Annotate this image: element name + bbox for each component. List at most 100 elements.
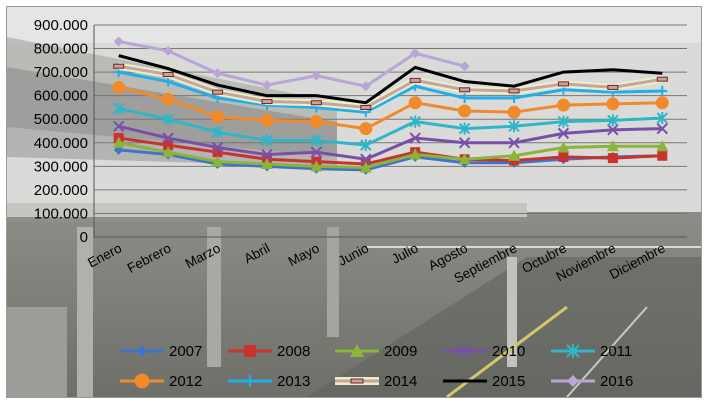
data-point	[261, 80, 272, 91]
data-point	[508, 120, 520, 133]
series-line	[118, 40, 466, 88]
legend-label: 2010	[492, 343, 525, 360]
legend-label: 2015	[492, 373, 525, 390]
data-point	[350, 344, 364, 357]
data-point	[211, 155, 224, 167]
data-point	[136, 345, 148, 357]
data-point	[507, 105, 521, 119]
y-tick-label: 200.000	[34, 182, 88, 199]
legend-item-2013: 2013	[228, 373, 310, 390]
series-2009	[112, 136, 669, 173]
data-point	[606, 140, 619, 152]
series-2015	[118, 54, 663, 105]
y-tick-label: 600.000	[34, 88, 88, 105]
series-2016	[113, 36, 470, 92]
data-point	[607, 124, 619, 136]
background-photo	[7, 7, 701, 397]
legend-item-2009: 2009	[335, 343, 417, 360]
data-point	[656, 112, 668, 125]
data-point	[607, 84, 619, 90]
data-point	[113, 102, 125, 115]
data-point	[410, 48, 421, 59]
chart-frame: 0 100.000 200.000 300.000 400.000 500.000 600.…	[6, 6, 702, 398]
data-point	[360, 81, 371, 92]
legend-item-2012: 2012	[120, 373, 202, 390]
data-point	[557, 127, 570, 140]
data-point	[557, 141, 570, 153]
data-point	[458, 122, 471, 135]
data-point	[163, 140, 174, 151]
legend-label: 2013	[277, 373, 310, 390]
data-point	[113, 36, 124, 47]
data-point	[112, 80, 126, 94]
data-point	[113, 63, 125, 69]
y-axis-ticks: 0 100.000 200.000 300.000 400.000 500.000 600.…	[34, 17, 88, 246]
data-point	[309, 115, 323, 129]
data-point	[360, 153, 372, 165]
legend-item-2010: 2010	[443, 343, 525, 360]
series-2012	[112, 80, 669, 136]
series-line	[118, 85, 663, 131]
data-point	[244, 375, 256, 387]
data-point	[607, 114, 619, 127]
data-point	[162, 113, 174, 126]
y-tick-label: 500.000	[34, 111, 88, 128]
data-point	[162, 146, 175, 158]
data-point	[508, 149, 521, 161]
data-point	[566, 344, 580, 358]
data-point	[360, 104, 372, 110]
data-point	[211, 110, 225, 124]
data-point	[359, 122, 373, 136]
legend-item-2015: 2015	[443, 373, 525, 390]
y-tick-label: 700.000	[34, 64, 88, 81]
y-tick-label: 0	[80, 229, 88, 246]
data-point	[657, 150, 668, 161]
data-point	[311, 70, 322, 81]
data-point	[113, 120, 125, 132]
data-point	[212, 147, 223, 158]
legend-item-2007: 2007	[120, 343, 202, 360]
data-point	[459, 87, 471, 93]
data-point	[310, 160, 323, 172]
legend-item-2008: 2008	[228, 343, 310, 360]
legend-item-2011: 2011	[551, 343, 632, 360]
data-point	[655, 96, 669, 110]
y-tick-label: 300.000	[34, 158, 88, 175]
y-tick-label: 800.000	[34, 41, 88, 58]
data-point	[459, 61, 470, 72]
data-point	[558, 151, 569, 162]
legend-label: 2007	[169, 343, 202, 360]
data-point	[508, 137, 520, 149]
data-point	[310, 134, 323, 147]
data-point	[310, 146, 323, 158]
data-point	[359, 161, 372, 173]
data-point	[161, 92, 175, 106]
legend: 2007 2008 2009 2010 2011 2012 2013 2014 2015 2016	[120, 343, 633, 390]
data-point	[212, 68, 223, 79]
legend-label: 2008	[277, 343, 310, 360]
y-tick-label: 400.000	[34, 135, 88, 152]
data-point	[458, 104, 472, 118]
series-line	[118, 141, 663, 170]
data-point	[458, 344, 472, 358]
series-line	[118, 54, 663, 105]
data-point	[556, 98, 570, 112]
series-line	[118, 148, 663, 172]
legend-label: 2009	[384, 343, 417, 360]
data-point	[261, 99, 273, 105]
data-point	[409, 132, 421, 144]
line-chart: 0 100.000 200.000 300.000 400.000 500.000 600.…	[7, 7, 701, 397]
data-point	[260, 157, 273, 169]
series-line	[118, 136, 663, 166]
data-point	[409, 115, 421, 128]
data-point	[212, 89, 224, 95]
data-point	[163, 45, 174, 56]
data-point	[557, 81, 569, 87]
series-2010	[113, 120, 668, 165]
data-point	[656, 76, 668, 82]
data-point	[409, 148, 422, 160]
y-tick-label: 100.000	[34, 205, 88, 222]
data-point	[567, 375, 579, 387]
data-point	[360, 139, 372, 152]
gridlines	[93, 24, 687, 238]
